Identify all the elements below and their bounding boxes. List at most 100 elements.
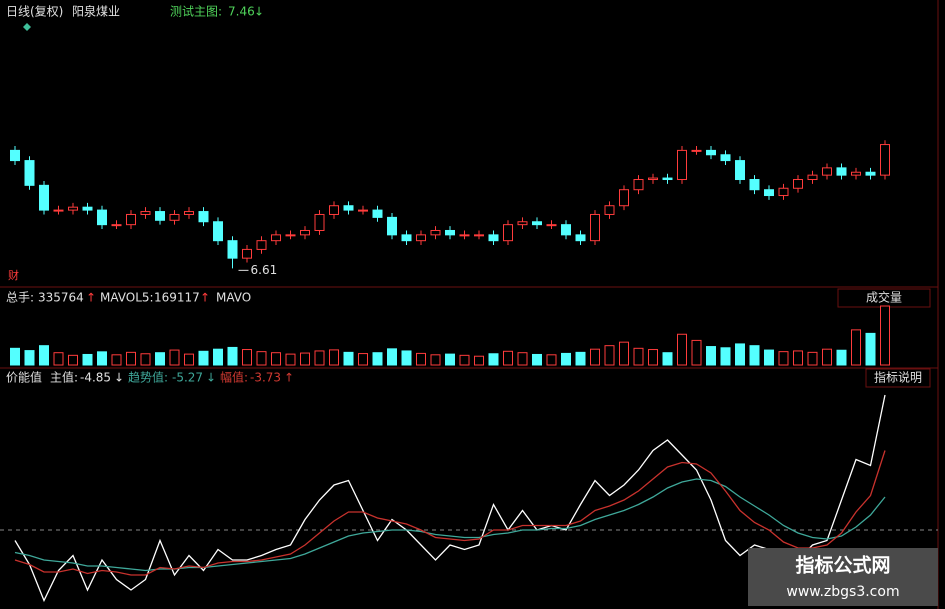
volume-bar (97, 351, 107, 366)
legend-value: -3.73 (250, 371, 281, 385)
indicator-line (14, 450, 886, 576)
volume-bar (590, 348, 600, 366)
candle-body (300, 229, 310, 236)
candle-body (691, 149, 702, 152)
candle-body (416, 234, 426, 242)
volume-bar (401, 350, 412, 366)
volume-bar (155, 352, 165, 366)
candle-body (836, 167, 847, 176)
candle-body (503, 224, 513, 242)
watermark-url: www.zbgs3.com (786, 584, 899, 600)
main-arrow: ↓ (254, 5, 264, 19)
volume-bar (793, 350, 803, 366)
volume-bar (256, 351, 267, 366)
volume-bar (126, 351, 136, 366)
candle-body (807, 174, 818, 181)
period-label: 日线(复权) (6, 5, 63, 19)
volume-bar (662, 352, 673, 366)
candle-body (517, 221, 528, 226)
candle-body (82, 206, 93, 211)
legend-label: 趋势值: (128, 370, 168, 385)
volume-bar (213, 348, 223, 366)
candle-body (706, 149, 716, 156)
main-value: 7.46 (228, 5, 255, 19)
candle-body (111, 224, 122, 227)
readout-value: 169117 (154, 291, 200, 305)
volume-bar (430, 354, 441, 366)
watermark-title: 指标公式网 (795, 554, 890, 577)
volume-bar (184, 353, 194, 366)
candle-body (648, 177, 658, 181)
volume-bar (575, 351, 586, 366)
candle-body (662, 177, 673, 181)
legend-arrow: ↑ (284, 371, 294, 385)
volume-bar (735, 343, 745, 366)
panel-button[interactable] (865, 368, 931, 388)
legend-label: 主值: (50, 370, 78, 385)
readout-arrow: ↑ (86, 291, 96, 305)
volume-bar (749, 345, 760, 366)
candle-body (68, 206, 78, 211)
main-label: 测试主图: (170, 4, 222, 19)
candle-body (735, 160, 745, 181)
candle-body (140, 211, 151, 215)
volume-bar (227, 346, 238, 366)
volume-bar (387, 348, 397, 366)
candle-body (97, 209, 107, 226)
volume-bar (677, 333, 687, 366)
panel-button-label[interactable]: 成交量 (866, 290, 902, 305)
candle-body (488, 234, 499, 242)
volume-bar (836, 349, 847, 366)
plot-area: 6.61 (0, 140, 938, 603)
volume-bar (300, 352, 310, 366)
indicator-line (14, 394, 886, 603)
volume-bar (68, 354, 78, 366)
candle-body (604, 205, 615, 215)
volume-bar (561, 352, 571, 366)
volume-bar (111, 354, 122, 366)
readout-label: MAVO (216, 291, 251, 305)
volume-bar (691, 339, 702, 366)
volume-bar (517, 352, 528, 366)
volume-bar (198, 350, 209, 366)
panel-button-label[interactable]: 指标说明 (874, 370, 922, 385)
candle-body (865, 171, 876, 176)
volume-bar (372, 352, 383, 366)
candle-body (53, 209, 64, 212)
candle-body (546, 224, 557, 227)
volume-bar (546, 354, 557, 366)
candle-body (430, 229, 441, 236)
volume-bar (39, 345, 49, 366)
legend-arrow: ↓ (206, 371, 216, 385)
volume-bar (865, 332, 876, 366)
volume-bar (329, 349, 339, 366)
volume-bar (285, 353, 296, 366)
candle-body (561, 224, 571, 236)
candle-body (358, 209, 368, 212)
candle-body (10, 149, 20, 162)
volume-bar (778, 351, 789, 366)
legend-value: -5.27 (172, 371, 203, 385)
candle-body (24, 160, 35, 186)
volume-bar (271, 352, 281, 366)
candle-body (314, 213, 325, 231)
watermark-box (748, 548, 938, 606)
candle-body (720, 154, 731, 162)
candle-body (126, 213, 136, 226)
candle-body (329, 205, 339, 215)
candle-body (227, 240, 238, 259)
volume-bar (648, 349, 658, 366)
candle-body (474, 234, 484, 237)
candle-body (213, 221, 223, 242)
candle-body (590, 213, 600, 242)
stock-name: 阳泉煤业 (72, 5, 120, 19)
volume-bar (445, 353, 455, 366)
volume-bar (720, 347, 731, 366)
volume-bar (488, 353, 499, 366)
volume-bar (53, 352, 64, 366)
candle-body (169, 213, 180, 221)
volume-bar (343, 351, 354, 366)
volume-bar (822, 348, 832, 366)
candle-body (880, 144, 890, 176)
